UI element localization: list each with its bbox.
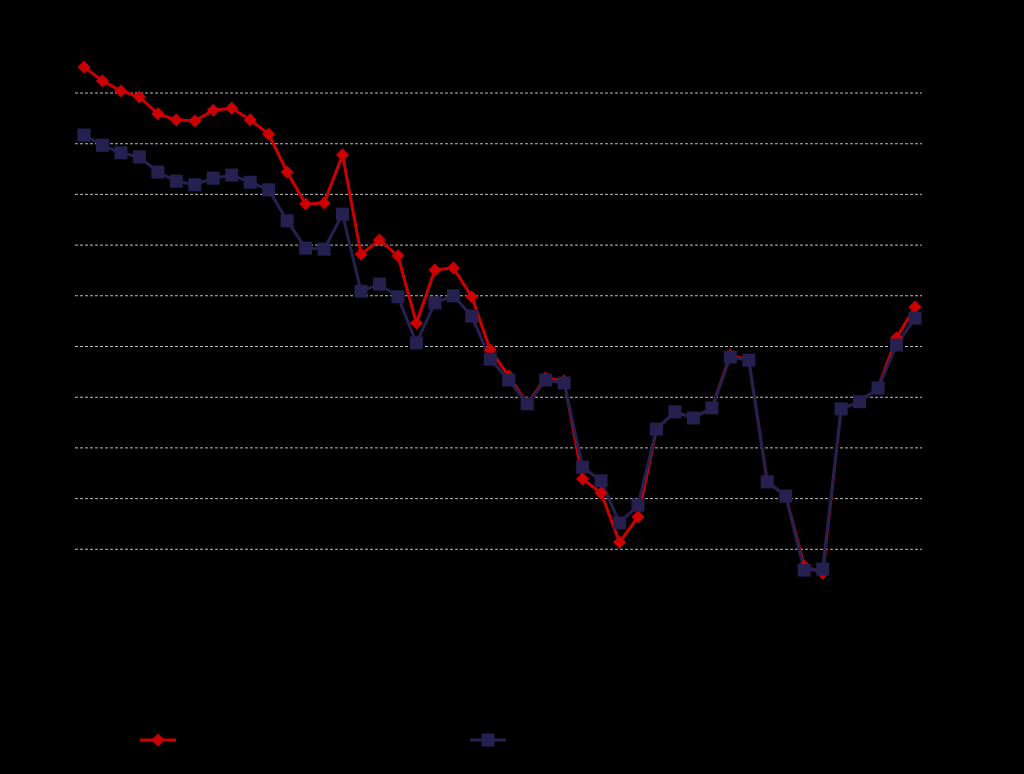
data-point [169, 113, 183, 127]
data-point [188, 178, 202, 192]
data-point [132, 90, 146, 104]
data-point [779, 489, 793, 503]
legend-item [470, 733, 506, 747]
data-point [336, 148, 350, 162]
data-point [446, 289, 460, 303]
data-point [151, 165, 165, 179]
data-point [114, 146, 128, 160]
data-point [243, 113, 257, 127]
data-point [354, 247, 368, 261]
data-point [446, 261, 460, 275]
data-point [871, 381, 885, 395]
data-point [576, 460, 590, 474]
data-point [409, 336, 423, 350]
data-point [502, 373, 516, 387]
data-point [372, 233, 386, 247]
legend-item [140, 733, 176, 747]
data-point [428, 296, 442, 310]
data-point [465, 309, 479, 323]
data-point [280, 214, 294, 228]
data-point [686, 411, 700, 425]
series-markers [77, 60, 922, 580]
data-point [77, 60, 91, 74]
data-point [797, 563, 811, 577]
data-point [816, 562, 830, 576]
data-point [317, 196, 331, 210]
data-point [391, 290, 405, 304]
data-point [908, 300, 922, 314]
data-point [95, 138, 109, 152]
data-point [169, 174, 183, 188]
data-point [834, 402, 848, 416]
data-point [225, 168, 239, 182]
data-point [723, 350, 737, 364]
data-point [262, 183, 276, 197]
data-point [908, 311, 922, 325]
data-point [206, 171, 220, 185]
data-point [631, 498, 645, 512]
data-point [705, 401, 719, 415]
data-point [594, 486, 608, 500]
data-point [243, 175, 257, 189]
data-point [428, 263, 442, 277]
data-point [576, 472, 590, 486]
series-markers [77, 128, 922, 577]
data-point [132, 150, 146, 164]
data-point [188, 114, 202, 128]
data-point [853, 395, 867, 409]
series-line [83, 133, 917, 572]
data-point [299, 197, 313, 211]
data-point [280, 165, 294, 179]
legend-marker [151, 733, 165, 747]
data-point [114, 84, 128, 98]
data-point [206, 103, 220, 117]
data-point [520, 397, 534, 411]
data-point [594, 474, 608, 488]
data-point [465, 290, 479, 304]
data-point [372, 277, 386, 291]
legend-marker [481, 733, 495, 747]
data-point [225, 101, 239, 115]
data-point [151, 107, 165, 121]
data-point [409, 316, 423, 330]
data-point [483, 352, 497, 366]
data-point [539, 373, 553, 387]
data-point [613, 516, 627, 530]
data-point [742, 353, 756, 367]
data-point [336, 207, 350, 221]
data-point [95, 74, 109, 88]
data-point [77, 128, 91, 142]
data-point [299, 241, 313, 255]
data-point [557, 376, 571, 390]
data-point [668, 405, 682, 419]
data-point [631, 510, 645, 524]
data-point [760, 475, 774, 489]
data-point [391, 249, 405, 263]
data-point [890, 338, 904, 352]
data-point [317, 242, 331, 256]
data-point [354, 284, 368, 298]
data-point [613, 535, 627, 549]
data-point [649, 422, 663, 436]
data-point [262, 127, 276, 141]
